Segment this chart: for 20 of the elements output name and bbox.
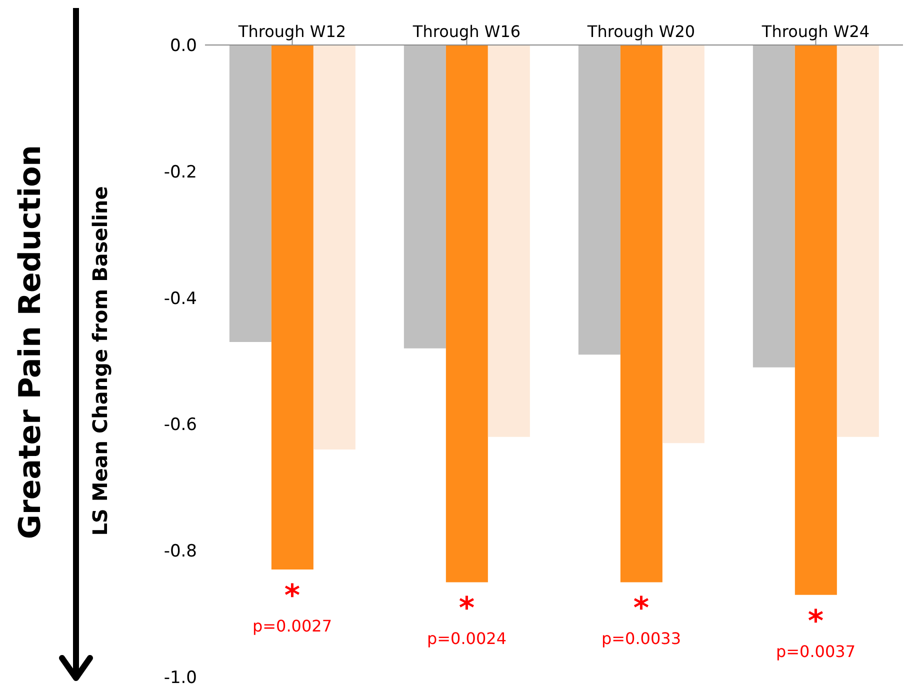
annotation: p=0.0027 [252,616,332,636]
y-tick-label: -0.6 [164,415,197,436]
x-tick-label: Through W12 [237,22,346,41]
annotation: * [458,591,475,626]
y-tick-label: 0.0 [170,36,197,56]
y-tick-label: -0.2 [164,162,197,182]
x-tick-label: Through W20 [586,22,696,41]
annotation: p=0.0037 [776,642,856,661]
annotation: * [284,578,300,614]
text: Greater Pain Reduction [12,144,49,542]
x-tick-label: Through W16 [412,22,521,41]
annotation: * [808,604,824,639]
y-tick-label: -0.8 [164,542,197,562]
annotation: p=0.0033 [601,629,682,648]
y-tick-label: -0.4 [164,288,197,309]
annotation: * [633,591,650,626]
annotation: p=0.0024 [426,629,507,648]
y-axis-title: LS Mean Change from Baseline [88,186,112,536]
y-tick-label: -1.0 [164,668,197,684]
x-tick-label: Through W24 [760,22,870,41]
